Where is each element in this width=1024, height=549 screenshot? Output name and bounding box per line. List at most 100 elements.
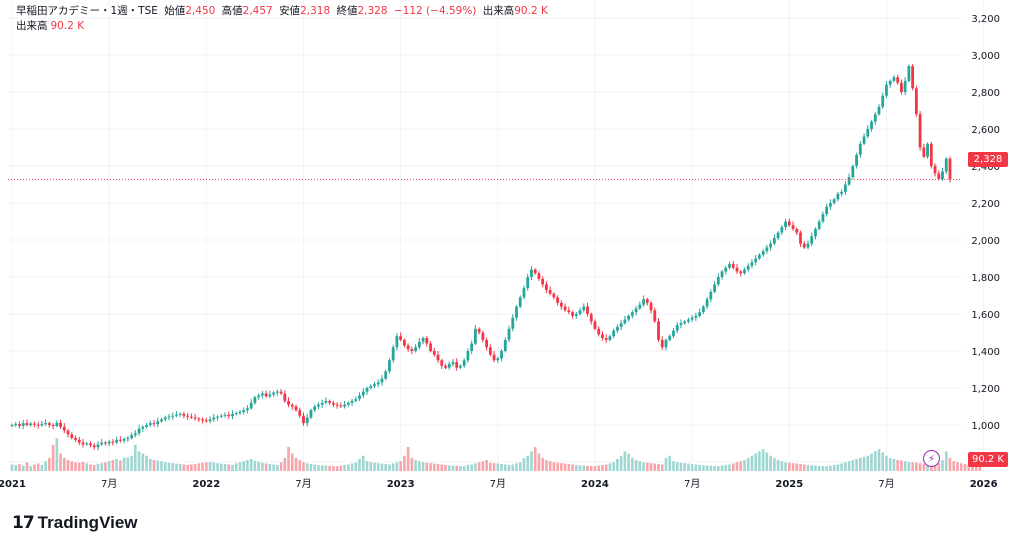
x-tick-label: 2026	[970, 479, 998, 490]
volume-bar	[100, 463, 103, 471]
volume-bar	[623, 451, 627, 471]
volume-bar	[533, 446, 537, 471]
volume-label: 出来高	[482, 5, 515, 17]
candle-body	[156, 421, 160, 425]
volume-bar	[119, 460, 122, 471]
volume-bar	[791, 463, 795, 471]
candle-body	[750, 262, 754, 266]
y-tick-label: 1,400	[971, 347, 1000, 358]
candle-body	[754, 258, 758, 263]
volume-bar	[309, 464, 313, 471]
volume-bar	[511, 464, 515, 471]
candle-body	[89, 443, 92, 446]
volume-bar	[85, 463, 89, 471]
candle-body	[182, 413, 186, 416]
candle-body	[257, 395, 261, 398]
y-tick-label: 2,200	[971, 199, 1000, 210]
candle-body	[294, 406, 298, 411]
price-axis[interactable]: 8001,0001,2001,4001,6001,8002,0002,2002,…	[971, 14, 1000, 469]
volume-bar	[705, 465, 709, 471]
chart-legend: 早稲田アカデミー・1週・TSE 始値2,450 高値2,457 安値2,318 …	[16, 4, 548, 34]
volume-bar	[930, 464, 933, 471]
volume-bar	[888, 457, 892, 471]
candle-body	[361, 391, 365, 396]
volume-bar	[48, 457, 51, 471]
volume-bar	[859, 457, 862, 471]
candle-body	[85, 443, 89, 445]
candle-body	[298, 410, 302, 416]
change-value: −112 (−4.59%)	[393, 5, 477, 17]
candle-body	[533, 269, 537, 274]
volume-bar	[619, 455, 623, 471]
volume-bar	[836, 464, 840, 471]
candle-body	[92, 445, 96, 448]
candle-body	[160, 419, 163, 422]
candle-body	[780, 227, 784, 233]
volume-bar	[447, 465, 451, 471]
candle-body	[511, 317, 515, 329]
volume-bar	[33, 464, 36, 471]
candle-body	[769, 243, 773, 248]
candle-body	[107, 441, 111, 444]
volume-bar	[376, 463, 380, 471]
candle-body	[77, 439, 81, 443]
volume-bar	[567, 464, 571, 471]
candle-body	[395, 336, 399, 348]
volume-bar	[40, 464, 44, 471]
candle-body	[242, 410, 246, 413]
candle-body	[141, 426, 145, 429]
candle-body	[604, 338, 608, 340]
candle-body	[481, 332, 485, 340]
volume-bar	[380, 463, 384, 471]
volume-bar	[51, 444, 55, 471]
candle-body	[283, 393, 287, 401]
volume-bar	[152, 460, 156, 471]
candle-body	[937, 173, 941, 179]
flash-icon[interactable]: ⚡	[923, 450, 940, 467]
volume-bar	[384, 464, 388, 471]
volume-bar	[193, 464, 197, 471]
volume-bar	[361, 455, 365, 471]
close-label: 終値	[336, 5, 358, 17]
volume-bar	[522, 457, 526, 471]
volume-bar	[959, 463, 963, 471]
time-axis[interactable]: 2021 7月 2022 7月 2023 7月 2024 7月 2025 7月 2026	[0, 478, 998, 490]
candle-body	[870, 121, 873, 129]
candle-body	[399, 336, 403, 340]
tradingview-logo[interactable]: 17 TradingView	[12, 512, 138, 534]
candle-body	[713, 284, 716, 292]
candle-body	[821, 214, 825, 222]
candle-body	[720, 271, 724, 277]
candle-body	[743, 269, 746, 274]
volume-bar	[276, 464, 279, 471]
volume-bar	[36, 463, 40, 471]
candle-body	[784, 221, 787, 228]
volume-bar	[660, 464, 664, 471]
volume-bar	[855, 458, 858, 471]
symbol-title[interactable]: 早稲田アカデミー・1週・TSE	[16, 5, 158, 17]
candle-body	[246, 408, 249, 411]
candle-body	[391, 347, 395, 361]
candle-body	[791, 225, 795, 229]
high-label: 高値	[221, 5, 243, 17]
candle-body	[100, 442, 104, 445]
candle-body	[888, 80, 892, 85]
volume-bar	[810, 465, 814, 471]
volume-bar	[866, 455, 870, 471]
volume-row-label: 出来高	[16, 20, 48, 32]
volume-bar	[545, 460, 548, 471]
volume-bar	[283, 457, 287, 471]
volume-bar	[96, 463, 100, 471]
volume-bar	[485, 460, 488, 471]
volume-bar	[552, 462, 556, 471]
candle-body	[29, 423, 33, 425]
volume-bar	[952, 461, 956, 471]
candle-body	[33, 423, 36, 425]
volume-bar	[638, 461, 642, 471]
volume-bar	[739, 461, 743, 471]
candle-body	[515, 306, 518, 318]
volume-bar	[459, 465, 462, 471]
volume-bar	[294, 457, 298, 471]
candle-body	[275, 391, 279, 393]
